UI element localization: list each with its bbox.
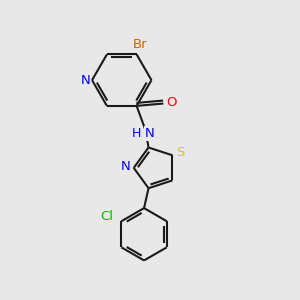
Text: O: O	[167, 95, 177, 109]
Text: N: N	[145, 127, 155, 140]
Text: S: S	[177, 146, 185, 159]
Text: N: N	[121, 160, 130, 173]
Text: Cl: Cl	[100, 210, 114, 223]
Text: N: N	[81, 74, 90, 87]
Text: Br: Br	[133, 38, 148, 50]
Text: H: H	[132, 127, 141, 140]
